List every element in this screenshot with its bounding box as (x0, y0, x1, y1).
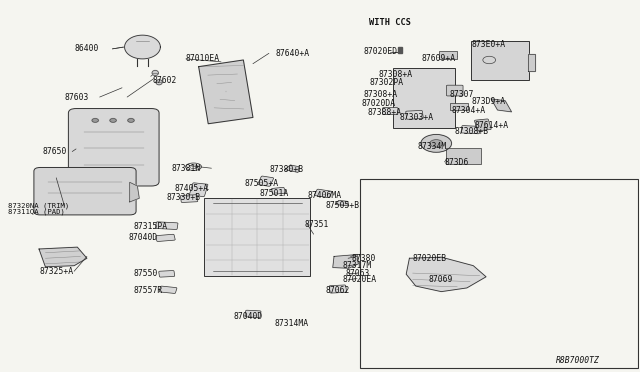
Text: 87020ED: 87020ED (364, 47, 397, 56)
FancyBboxPatch shape (471, 41, 529, 80)
Bar (398, 46, 402, 53)
FancyBboxPatch shape (68, 109, 159, 186)
Text: 87020EA: 87020EA (343, 275, 377, 284)
Text: 87380+B: 87380+B (269, 165, 303, 174)
Text: 87406MA: 87406MA (307, 191, 341, 200)
Text: 873D9+A: 873D9+A (472, 97, 506, 106)
FancyBboxPatch shape (156, 222, 178, 230)
Polygon shape (125, 35, 161, 59)
FancyBboxPatch shape (245, 310, 261, 318)
Polygon shape (198, 60, 253, 124)
FancyBboxPatch shape (474, 119, 491, 131)
Text: 87351: 87351 (305, 220, 329, 229)
FancyBboxPatch shape (406, 110, 423, 119)
Text: 87334M: 87334M (418, 142, 447, 151)
Text: 87317M: 87317M (343, 261, 372, 270)
FancyBboxPatch shape (440, 51, 457, 58)
Ellipse shape (152, 70, 159, 76)
FancyBboxPatch shape (159, 270, 175, 277)
Text: 87505+A: 87505+A (244, 179, 278, 188)
Text: 87311QA (PAD): 87311QA (PAD) (8, 209, 65, 215)
Ellipse shape (156, 80, 163, 85)
Text: 87614+A: 87614+A (474, 122, 509, 131)
FancyBboxPatch shape (189, 183, 208, 196)
Circle shape (430, 140, 443, 147)
Circle shape (110, 119, 116, 122)
FancyBboxPatch shape (34, 167, 136, 215)
Text: 87330+B: 87330+B (167, 193, 201, 202)
FancyBboxPatch shape (159, 286, 177, 294)
FancyBboxPatch shape (451, 103, 467, 110)
Text: 87557R: 87557R (134, 286, 163, 295)
Text: 87640+A: 87640+A (275, 49, 309, 58)
FancyBboxPatch shape (447, 148, 481, 164)
Text: 87040D: 87040D (234, 312, 263, 321)
Text: 87062: 87062 (326, 286, 350, 295)
FancyBboxPatch shape (180, 195, 198, 202)
Polygon shape (335, 201, 349, 206)
Polygon shape (491, 99, 511, 112)
FancyBboxPatch shape (315, 189, 332, 198)
FancyBboxPatch shape (156, 234, 175, 241)
Circle shape (92, 119, 99, 122)
Text: 873E0+A: 873E0+A (472, 40, 506, 49)
Text: 87315PA: 87315PA (134, 222, 168, 231)
Polygon shape (527, 54, 535, 71)
Polygon shape (406, 257, 486, 292)
Text: 87320NA (TRIM): 87320NA (TRIM) (8, 202, 70, 209)
Text: 87063: 87063 (346, 269, 370, 278)
FancyBboxPatch shape (204, 198, 310, 276)
Text: WITH CCS: WITH CCS (369, 19, 411, 28)
Polygon shape (130, 182, 140, 202)
FancyBboxPatch shape (383, 108, 398, 115)
Text: R8B7000TZ: R8B7000TZ (556, 356, 600, 365)
Text: 873D6: 873D6 (445, 158, 469, 167)
Text: 87040D: 87040D (129, 233, 157, 243)
Text: 87381N: 87381N (172, 164, 201, 173)
Text: 86400: 86400 (74, 44, 99, 53)
Circle shape (421, 135, 452, 152)
Text: 87303+A: 87303+A (400, 113, 434, 122)
Text: 87020DA: 87020DA (362, 99, 396, 108)
Text: 87020EB: 87020EB (413, 254, 447, 263)
FancyBboxPatch shape (258, 176, 274, 186)
Text: 87550: 87550 (134, 269, 158, 278)
Text: 87304+A: 87304+A (452, 106, 486, 115)
Text: 87650: 87650 (42, 147, 67, 156)
Circle shape (128, 119, 134, 122)
FancyBboxPatch shape (329, 285, 347, 293)
Text: 87010EA: 87010EA (186, 54, 220, 63)
FancyBboxPatch shape (447, 85, 463, 96)
Text: 87308+A: 87308+A (364, 90, 397, 99)
Polygon shape (333, 254, 358, 268)
Bar (360, 179, 638, 368)
Polygon shape (285, 165, 299, 173)
Text: 87505+B: 87505+B (326, 201, 360, 210)
FancyBboxPatch shape (271, 187, 285, 194)
Text: 87405+A: 87405+A (174, 185, 209, 193)
Text: 87388+A: 87388+A (368, 108, 402, 117)
Text: 87603: 87603 (65, 93, 89, 102)
Text: 87308+A: 87308+A (379, 70, 413, 79)
Text: 87307: 87307 (450, 90, 474, 99)
FancyBboxPatch shape (394, 68, 455, 128)
Text: 87308+B: 87308+B (454, 127, 488, 136)
Text: 87602: 87602 (152, 76, 177, 85)
Text: 87325+A: 87325+A (39, 267, 73, 276)
Text: 87069: 87069 (429, 275, 453, 284)
Polygon shape (39, 247, 87, 267)
FancyBboxPatch shape (461, 126, 481, 134)
Text: 87302PA: 87302PA (369, 78, 403, 87)
Text: 87314MA: 87314MA (274, 319, 308, 328)
Text: 87380: 87380 (351, 254, 376, 263)
Text: 87609+A: 87609+A (422, 54, 456, 63)
Text: 87501A: 87501A (260, 189, 289, 198)
